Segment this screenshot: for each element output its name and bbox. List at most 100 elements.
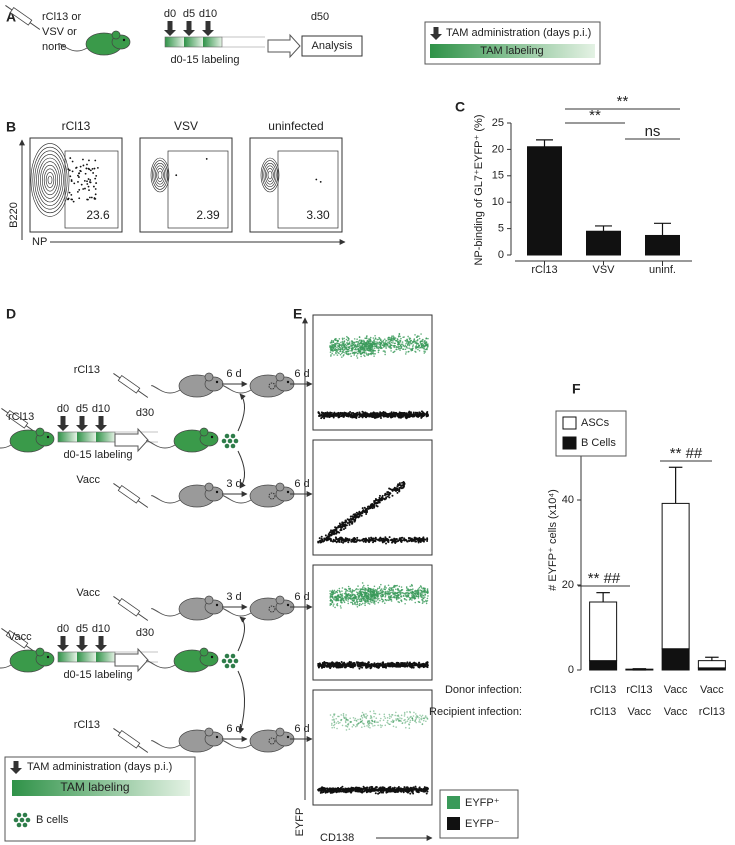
event xyxy=(373,500,375,502)
event xyxy=(330,351,332,353)
event xyxy=(352,663,354,665)
event xyxy=(343,416,345,418)
event xyxy=(407,592,409,594)
event xyxy=(389,346,391,348)
event xyxy=(78,176,80,178)
event xyxy=(363,351,365,353)
event xyxy=(320,792,322,794)
bar xyxy=(646,235,680,255)
event xyxy=(366,787,368,789)
event xyxy=(349,524,351,526)
event xyxy=(398,490,400,492)
event xyxy=(426,665,428,667)
event xyxy=(376,503,378,505)
event xyxy=(325,413,327,415)
event xyxy=(404,715,406,717)
event xyxy=(352,516,354,518)
event xyxy=(78,197,80,199)
event xyxy=(401,412,403,414)
event xyxy=(376,663,378,665)
event xyxy=(356,725,358,727)
event xyxy=(67,168,69,170)
event xyxy=(381,596,383,598)
event xyxy=(348,594,350,596)
gate-value: 2.39 xyxy=(196,208,220,222)
event xyxy=(343,599,345,601)
event xyxy=(353,341,355,343)
event xyxy=(385,595,387,597)
event xyxy=(343,598,345,600)
event xyxy=(371,343,373,345)
event xyxy=(426,789,428,791)
event xyxy=(351,595,353,597)
event xyxy=(388,584,390,586)
tam-arrow xyxy=(95,636,107,651)
event xyxy=(347,788,349,790)
event xyxy=(346,336,348,338)
event xyxy=(340,607,342,609)
event xyxy=(353,354,355,356)
event xyxy=(413,787,415,789)
event xyxy=(372,725,374,727)
y-axis-label: # EYFP⁺ cells (x10⁴) xyxy=(547,489,559,591)
timepoint: d0 xyxy=(57,403,69,415)
event xyxy=(361,411,363,413)
event xyxy=(362,507,364,509)
event xyxy=(382,591,384,593)
event xyxy=(324,662,326,664)
x-tick-label: rCl13 xyxy=(590,684,616,696)
event xyxy=(360,598,362,600)
event xyxy=(376,786,378,788)
event xyxy=(331,414,333,416)
event xyxy=(353,599,355,601)
event xyxy=(345,594,347,596)
event xyxy=(69,157,71,159)
event xyxy=(354,665,356,667)
event xyxy=(387,717,389,719)
event xyxy=(361,347,363,349)
labeling-segment xyxy=(58,432,77,442)
event xyxy=(415,340,417,342)
event xyxy=(378,598,380,600)
event xyxy=(401,790,403,792)
event xyxy=(399,717,401,719)
event xyxy=(427,588,429,590)
bar xyxy=(698,661,725,668)
event xyxy=(339,523,341,525)
event xyxy=(390,599,392,601)
event xyxy=(398,595,400,597)
event xyxy=(388,343,390,345)
event xyxy=(361,721,363,723)
tam-arrow xyxy=(202,21,214,36)
event xyxy=(95,175,97,177)
event xyxy=(374,413,376,415)
event xyxy=(402,348,404,350)
mouse xyxy=(152,728,223,752)
event xyxy=(392,342,394,344)
event xyxy=(412,595,414,597)
labeling-segment xyxy=(77,652,96,662)
event xyxy=(341,346,343,348)
event xyxy=(339,349,341,351)
event xyxy=(92,172,94,174)
event xyxy=(374,353,376,355)
event xyxy=(373,590,375,592)
event xyxy=(403,336,405,338)
event xyxy=(414,602,416,604)
event xyxy=(375,717,377,719)
event xyxy=(322,414,324,416)
event xyxy=(68,198,70,200)
bar xyxy=(587,231,621,255)
event xyxy=(333,598,335,600)
event xyxy=(358,598,360,600)
event xyxy=(334,338,336,340)
event xyxy=(392,414,394,416)
event xyxy=(358,511,360,513)
error-bar xyxy=(669,467,683,503)
event xyxy=(343,662,345,664)
event xyxy=(359,591,361,593)
event xyxy=(77,191,79,193)
significance: ** xyxy=(589,107,601,124)
event xyxy=(419,587,421,589)
event xyxy=(94,198,96,200)
